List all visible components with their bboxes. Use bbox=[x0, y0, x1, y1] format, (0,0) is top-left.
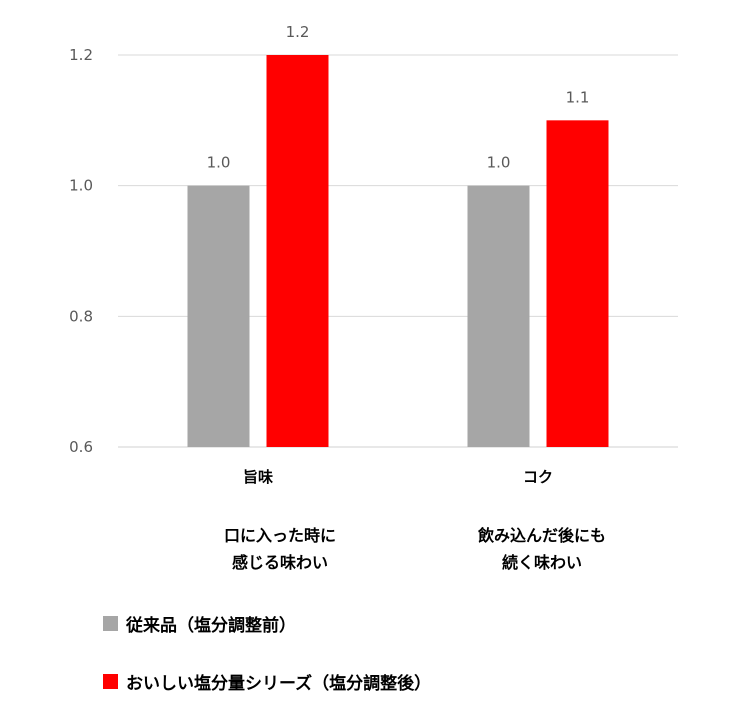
legend-item-series-1: おいしい塩分量シリーズ（塩分調整後） bbox=[103, 669, 431, 694]
x-tick-label: コク bbox=[523, 468, 553, 486]
legend-swatch-series-0 bbox=[103, 616, 118, 631]
bar bbox=[187, 185, 250, 447]
bar bbox=[266, 55, 329, 447]
category-description-1: 飲み込んだ後にも 続く味わい bbox=[412, 522, 672, 576]
y-tick-label: 0.6 bbox=[69, 438, 93, 456]
data-label: 1.2 bbox=[286, 23, 310, 41]
x-tick-label: 旨味 bbox=[243, 468, 273, 486]
category-description-1-line-1: 飲み込んだ後にも bbox=[477, 526, 606, 545]
legend-label-series-0: 従来品（塩分調整前） bbox=[126, 616, 296, 636]
data-label: 1.1 bbox=[566, 88, 590, 106]
y-tick-label: 1.2 bbox=[69, 46, 93, 64]
data-label: 1.0 bbox=[487, 154, 511, 172]
bar-chart: 0.6 0.8 1.0 1.2 1.0 1.2 旨味 1.0 1.1 コク bbox=[69, 23, 678, 486]
legend-label-series-1: おいしい塩分量シリーズ（塩分調整後） bbox=[126, 674, 432, 694]
y-tick-label: 0.8 bbox=[69, 307, 93, 325]
data-label: 1.0 bbox=[207, 154, 231, 172]
bar bbox=[546, 120, 609, 447]
legend-item-series-0: 従来品（塩分調整前） bbox=[103, 611, 296, 636]
y-tick-label: 1.0 bbox=[69, 177, 93, 195]
category-description-0-line-2: 感じる味わい bbox=[231, 553, 328, 572]
category-description-0: 口に入った時に 感じる味わい bbox=[150, 522, 410, 576]
category-description-1-line-2: 続く味わい bbox=[501, 553, 582, 572]
legend-swatch-series-1 bbox=[103, 674, 118, 689]
category-description-0-line-1: 口に入った時に bbox=[223, 526, 336, 545]
bar bbox=[467, 185, 530, 447]
